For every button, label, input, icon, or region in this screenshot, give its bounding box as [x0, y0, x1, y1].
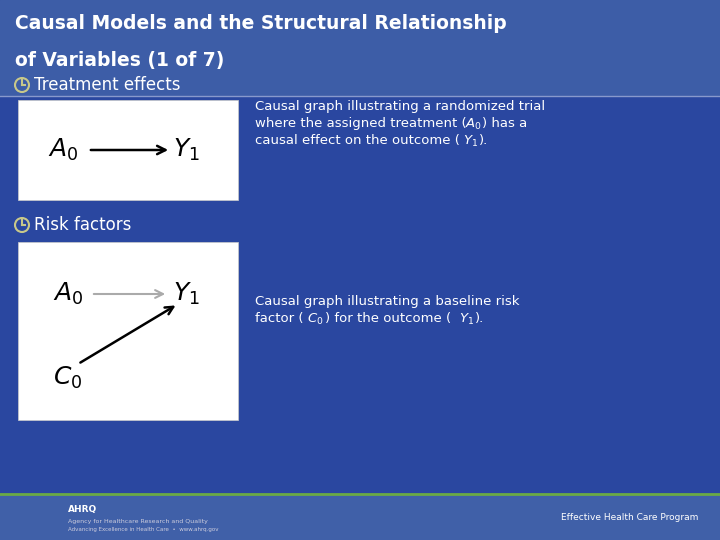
- Text: factor (: factor (: [255, 312, 304, 325]
- Text: $\mathit{Y}_1$: $\mathit{Y}_1$: [173, 281, 199, 307]
- Text: AHRQ: AHRQ: [68, 505, 97, 514]
- Text: Risk factors: Risk factors: [34, 216, 131, 234]
- Text: $\mathit{C}_0$: $\mathit{C}_0$: [53, 365, 82, 391]
- Text: Causal graph illustrating a baseline risk: Causal graph illustrating a baseline ris…: [255, 295, 520, 308]
- Text: $\mathit{C}_0$: $\mathit{C}_0$: [307, 312, 323, 327]
- Text: ).: ).: [479, 134, 488, 147]
- Bar: [18, 100, 238, 200]
- Text: where the assigned treatment (: where the assigned treatment (: [255, 117, 467, 130]
- Text: causal effect on the outcome (: causal effect on the outcome (: [255, 134, 460, 147]
- Text: of Variables (1 of 7): of Variables (1 of 7): [15, 51, 225, 70]
- Text: Causal graph illustrating a randomized trial: Causal graph illustrating a randomized t…: [255, 100, 545, 113]
- Text: ) has a: ) has a: [482, 117, 527, 130]
- Text: $\mathit{A}_0$: $\mathit{A}_0$: [53, 281, 84, 307]
- Text: $\mathit{A}_0$: $\mathit{A}_0$: [48, 137, 78, 163]
- Bar: [0, 0, 720, 95]
- Text: ) for the outcome (: ) for the outcome (: [325, 312, 451, 325]
- Text: $\mathit{Y}_1$: $\mathit{Y}_1$: [463, 134, 478, 149]
- Bar: [0, 495, 720, 540]
- Text: $\mathit{Y}_1$: $\mathit{Y}_1$: [459, 312, 474, 327]
- Text: Advancing Excellence in Health Care  •  www.ahrq.gov: Advancing Excellence in Health Care • ww…: [68, 527, 218, 532]
- Text: Effective Health Care Program: Effective Health Care Program: [562, 513, 698, 522]
- Text: $\mathit{Y}_1$: $\mathit{Y}_1$: [173, 137, 199, 163]
- Text: Treatment effects: Treatment effects: [34, 76, 181, 94]
- Bar: [18, 242, 238, 420]
- Text: $\mathit{A}_0$: $\mathit{A}_0$: [465, 117, 482, 132]
- Text: ).: ).: [475, 312, 485, 325]
- Text: Agency for Healthcare Research and Quality: Agency for Healthcare Research and Quali…: [68, 519, 208, 524]
- Text: Causal Models and the Structural Relationship: Causal Models and the Structural Relatio…: [15, 14, 507, 33]
